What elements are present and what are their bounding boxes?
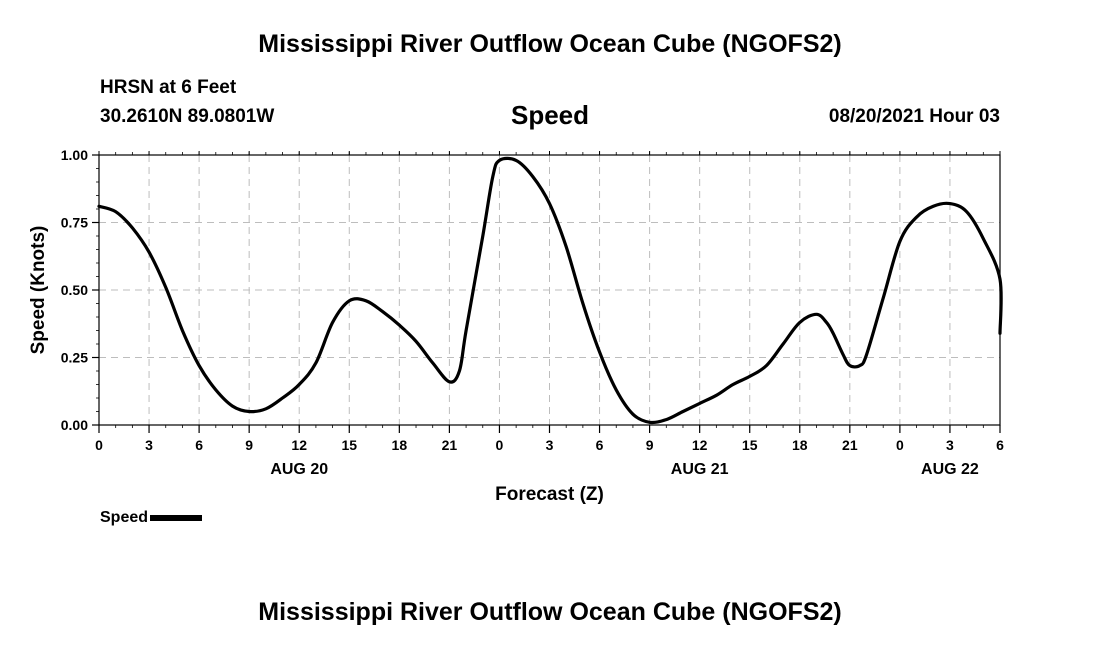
x-tick-label: 12 — [692, 437, 708, 453]
chart-main-title: Mississippi River Outflow Ocean Cube (NG… — [258, 30, 842, 58]
x-tick-label: 3 — [546, 437, 554, 453]
station-label: HRSN at 6 Feet — [100, 77, 237, 98]
x-tick-label: 9 — [646, 437, 654, 453]
x-tick-label: 18 — [792, 437, 808, 453]
y-axis-title: Speed (Knots) — [28, 226, 49, 355]
x-date-label: AUG 22 — [921, 461, 979, 478]
y-tick-label: 1.00 — [61, 147, 88, 163]
chart-footer-title: Mississippi River Outflow Ocean Cube (NG… — [258, 598, 842, 626]
x-tick-label: 12 — [291, 437, 307, 453]
legend-label: Speed — [100, 509, 149, 526]
x-tick-label: 15 — [742, 437, 758, 453]
x-tick-label: 15 — [341, 437, 357, 453]
grid-lines — [99, 155, 1000, 425]
x-tick-label: 3 — [145, 437, 153, 453]
x-date-label: AUG 20 — [270, 461, 328, 478]
x-tick-label: 6 — [596, 437, 604, 453]
x-tick-label: 6 — [996, 437, 1004, 453]
x-tick-label: 3 — [946, 437, 954, 453]
chart-variable-title: Speed — [510, 100, 590, 130]
x-tick-label: 0 — [95, 437, 103, 453]
y-tick-label: 0.50 — [61, 282, 88, 298]
x-tick-label: 18 — [392, 437, 408, 453]
axis-labels: 0 3 6 9 12 15 18 21 0 3 6 9 12 15 18 21 0 3 6 0.00 0.25 0.50 0… — [28, 147, 1004, 505]
x-tick-label: 0 — [496, 437, 504, 453]
x-date-label: AUG 21 — [671, 461, 729, 478]
y-tick-label: 0.00 — [61, 417, 88, 433]
series-line-speed — [97, 156, 1003, 425]
datetime-label: 08/20/2021 Hour 03 — [828, 106, 1000, 127]
x-axis-title: Forecast (Z) — [495, 484, 604, 505]
x-tick-label: 21 — [842, 437, 858, 453]
y-tick-label: 0.25 — [61, 350, 88, 366]
axis-ticks — [92, 151, 1001, 433]
legend-swatch — [150, 515, 203, 521]
coordinates-label: 30.2610N 89.0801W — [100, 106, 275, 127]
x-tick-label: 9 — [245, 437, 253, 453]
x-tick-label: 21 — [442, 437, 458, 453]
x-tick-label: 6 — [195, 437, 203, 453]
legend: Speed — [100, 509, 203, 527]
x-tick-label: 0 — [896, 437, 904, 453]
y-tick-label: 0.75 — [61, 215, 88, 231]
